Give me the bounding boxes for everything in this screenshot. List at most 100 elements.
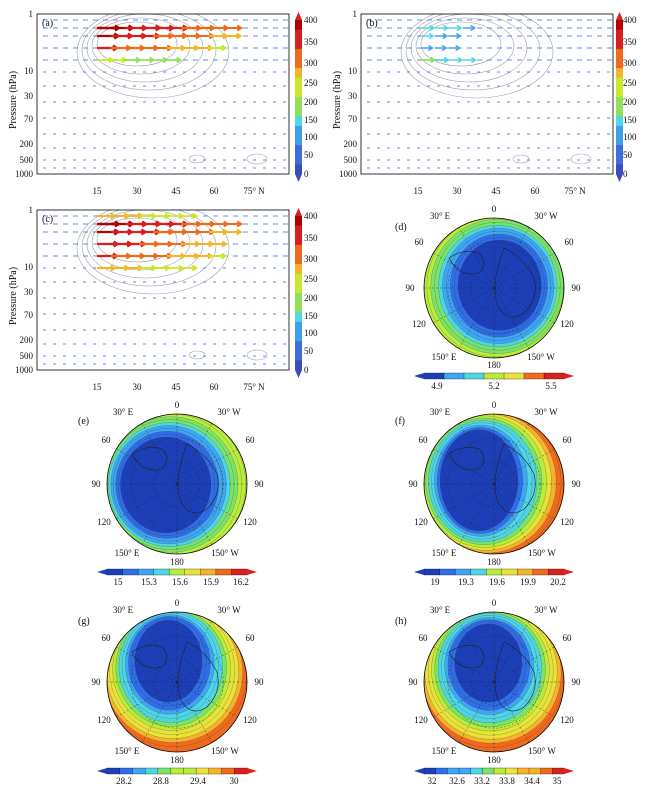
panel-d-colorbar-label: 5.2 <box>488 381 499 391</box>
c-cbar-segment <box>295 283 302 294</box>
panel-h-lon-label: 60 <box>563 633 573 643</box>
panel-h-lon-label: 150° E <box>432 746 457 756</box>
b-field-jet-arrow <box>421 56 437 64</box>
f-cbar-segment <box>439 568 456 576</box>
c-cbar-segment <box>295 244 302 255</box>
f-cbar-arrow-left <box>414 569 424 575</box>
panel-b-colorbar <box>616 12 623 182</box>
panel-e-map-border <box>106 413 248 555</box>
panel-h-colorbar <box>414 767 574 775</box>
panel-b-y-tick: 10 <box>348 66 358 76</box>
panel-d-lon-label: 30° W <box>534 211 558 221</box>
d-map-latitude-circle <box>470 264 518 312</box>
panel-h: (h) 0 30° E 30° W 60 60 90 90 120 120 15… <box>395 598 581 786</box>
g-map-latitude-circle <box>130 635 224 729</box>
panel-e-lon-label: 180 <box>170 557 184 567</box>
a-cbar-segment <box>295 97 302 108</box>
panel-a-y-tick: 1 <box>29 9 34 19</box>
h-cbar-arrow-right <box>564 768 574 774</box>
f-cbar-arrow-right <box>564 569 574 575</box>
a-field-contour <box>246 153 268 165</box>
e-cbar-segment <box>153 568 170 576</box>
panel-f-map-border <box>423 413 565 555</box>
f-map-latitude-circle <box>447 437 541 531</box>
a-field-jet-arrow <box>223 24 244 32</box>
g-cbar-segment <box>119 767 134 775</box>
a-cbar-arrow-top <box>295 12 302 20</box>
e-cbar-segment <box>169 568 186 576</box>
panel-h-lon-label: 30° E <box>430 605 451 615</box>
b-field-jet-arrow <box>435 56 450 64</box>
panel-c-y-tick: 70 <box>24 310 34 320</box>
c-cbar-segment <box>295 321 302 332</box>
panel-a-y-tick: 70 <box>24 114 34 124</box>
b-field-contour <box>420 21 502 67</box>
d-cbar-segment <box>483 372 505 380</box>
panel-g-lon-label: 30° E <box>113 605 134 615</box>
a-cbar-segment <box>295 125 302 136</box>
panel-g-lon-label: 60 <box>246 633 256 643</box>
b-cbar-segment <box>616 87 623 98</box>
panel-g-colorbar-label: 28.8 <box>153 776 169 786</box>
panel-h-lon-label: 120 <box>414 715 428 725</box>
panel-f-lon-label: 60 <box>563 435 573 445</box>
panel-b-colorbar-label: 300 <box>623 58 637 68</box>
panel-f-colorbar-label: 19.6 <box>489 577 505 587</box>
panel-f-lon-label: 150° W <box>528 548 556 558</box>
panel-g-lon-label: 180 <box>170 755 184 765</box>
g-cbar-segment <box>208 767 223 775</box>
f-cbar-segment <box>486 568 503 576</box>
b-field-jet-arrow <box>449 56 464 64</box>
panel-c-x-tick: 75° N <box>243 382 265 392</box>
a-cbar-segment <box>295 29 302 40</box>
panel-g-polar-map <box>107 612 247 752</box>
panel-a-colorbar-label: 100 <box>304 132 318 142</box>
c-cbar-segment <box>295 225 302 236</box>
a-field-jet-arrow <box>125 56 142 64</box>
e-cbar-segment <box>122 568 139 576</box>
panel-c-colorbar-label: 200 <box>304 293 318 303</box>
a-cbar-segment <box>295 164 302 175</box>
panel-b-vector-field <box>367 14 612 169</box>
g-cbar-segment <box>157 767 172 775</box>
panel-d-lon-label: 60 <box>565 237 575 247</box>
c-field-jet-arrow <box>153 264 171 272</box>
g-cbar-arrow-right <box>247 768 257 774</box>
panel-d-lon-label: 120 <box>560 319 574 329</box>
panel-b-colorbar-label: 200 <box>623 97 637 107</box>
panel-f-lon-label: 120 <box>414 517 428 527</box>
panel-c-colorbar-label: 400 <box>304 211 318 221</box>
panel-e-lon-label: 150° W <box>211 548 239 558</box>
panel-e-lon-label: 90 <box>92 479 102 489</box>
panel-h-colorbar-label: 34.4 <box>524 776 540 786</box>
panel-g-colorbar-label: 28.2 <box>116 776 132 786</box>
d-map-coastline <box>448 251 485 275</box>
panel-e-colorbar-label: 15.6 <box>172 577 188 587</box>
panel-g-label: (g) <box>78 616 90 627</box>
b-field-jet-arrow <box>463 56 477 64</box>
f-cbar-segment <box>517 568 534 576</box>
panel-e-lon-label: 60 <box>246 435 256 445</box>
e-map-coastline <box>177 443 219 514</box>
panel-a-x-tick: 15 <box>93 186 103 196</box>
a-field-jet-arrow <box>223 32 243 40</box>
d-cbar-segment <box>503 372 525 380</box>
panel-h-lon-label: 30° W <box>534 605 558 615</box>
b-cbar-arrow-top <box>616 12 623 20</box>
h-cbar-segment <box>493 767 507 775</box>
panel-b-colorbar-label: 400 <box>623 15 637 25</box>
panel-f-lon-label: 30° W <box>534 407 558 417</box>
panel-h-colorbar-label: 33.2 <box>474 776 490 786</box>
panel-g-colorbar-label: 30 <box>230 776 240 786</box>
h-cbar-segment <box>423 767 437 775</box>
panel-c-x-tick: 45 <box>172 382 182 392</box>
f-cbar-segment <box>548 568 565 576</box>
c-cbar-segment <box>295 273 302 284</box>
panel-e-polar-map <box>107 414 247 554</box>
panel-a-x-tick: 75° N <box>243 186 265 196</box>
g-map-coastline <box>177 641 219 712</box>
c-cbar-segment <box>295 254 302 265</box>
e-cbar-segment <box>200 568 217 576</box>
panel-b-colorbar-label: 150 <box>623 115 637 125</box>
d-map-contour-band <box>457 239 542 331</box>
